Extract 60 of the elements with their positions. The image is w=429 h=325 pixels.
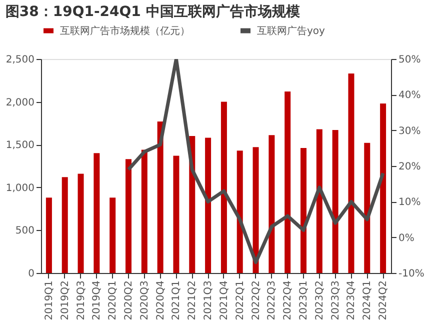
y2-tick-label: 0% bbox=[398, 232, 414, 244]
x-tick-label: 2022Q2 bbox=[250, 280, 262, 320]
x-tick-label: 2021Q1 bbox=[171, 280, 182, 320]
y2-tick-label: -10% bbox=[398, 268, 424, 280]
x-tick-label: 2022Q1 bbox=[234, 280, 246, 320]
y-tick-label: 500 bbox=[15, 226, 34, 237]
bar bbox=[300, 148, 306, 273]
bar bbox=[220, 102, 227, 273]
bar bbox=[94, 153, 100, 273]
x-tick-label: 2019Q2 bbox=[60, 280, 71, 320]
bar bbox=[332, 130, 338, 273]
x-tick-label: 2019Q3 bbox=[76, 280, 87, 320]
x-tick-label: 2021Q2 bbox=[187, 280, 198, 320]
x-tick-label: 2024Q1 bbox=[362, 280, 374, 320]
bar bbox=[157, 121, 164, 273]
legend-label: 互联网广告yoy bbox=[257, 24, 326, 37]
line-series bbox=[126, 59, 385, 264]
bar bbox=[62, 177, 68, 273]
y2-tick-label: 20% bbox=[398, 162, 421, 172]
y-tick-label: 0 bbox=[28, 268, 34, 280]
bar bbox=[46, 198, 52, 273]
bar bbox=[348, 74, 354, 273]
bar bbox=[316, 129, 322, 273]
x-tick-label: 2020Q4 bbox=[155, 280, 166, 320]
y2-tick-label: 30% bbox=[398, 126, 421, 137]
bar bbox=[268, 135, 275, 273]
chart-title: 图38：19Q1-24Q1 中国互联网广告市场规模 bbox=[5, 3, 301, 20]
x-tick-label: 2019Q4 bbox=[92, 280, 103, 320]
x-tick-label: 2023Q4 bbox=[346, 280, 358, 320]
x-tick-label: 2020Q1 bbox=[108, 280, 119, 320]
x-tick-label: 2023Q2 bbox=[314, 280, 326, 320]
x-tick-label: 2020Q3 bbox=[139, 280, 150, 320]
y-tick-label: 2,000 bbox=[6, 97, 34, 108]
y2-tick-label: 50% bbox=[398, 54, 421, 66]
x-tick-label: 2022Q4 bbox=[282, 280, 294, 320]
x-tick-label: 2020Q2 bbox=[124, 280, 134, 320]
x-tick-label: 2019Q1 bbox=[44, 280, 55, 320]
legend-label: 互联网广告市场规模（亿元） bbox=[60, 24, 190, 37]
x-tick-label: 2023Q3 bbox=[330, 280, 342, 320]
bar bbox=[236, 150, 243, 273]
y2-tick-label: 40% bbox=[398, 90, 421, 102]
y-tick-label: 2,500 bbox=[6, 54, 34, 66]
y-tick-label: 1,000 bbox=[6, 182, 34, 194]
bar bbox=[284, 92, 291, 273]
bar bbox=[380, 104, 386, 273]
bar bbox=[110, 198, 116, 273]
bar bbox=[205, 138, 212, 273]
bar bbox=[364, 142, 370, 273]
bar bbox=[141, 150, 148, 273]
x-tick-label: 2023Q1 bbox=[298, 280, 310, 320]
x-tick-label: 2024Q2 bbox=[378, 280, 390, 320]
x-tick-label: 2021Q4 bbox=[218, 280, 230, 320]
bar bbox=[173, 156, 180, 273]
x-tick-label: 2021Q3 bbox=[203, 280, 214, 320]
bar bbox=[78, 174, 84, 273]
x-tick-label: 2022Q3 bbox=[266, 280, 278, 320]
bar bbox=[126, 159, 132, 273]
y2-tick-label: 10% bbox=[398, 197, 421, 208]
y-tick-label: 1,500 bbox=[6, 140, 34, 152]
bar bbox=[252, 147, 259, 273]
